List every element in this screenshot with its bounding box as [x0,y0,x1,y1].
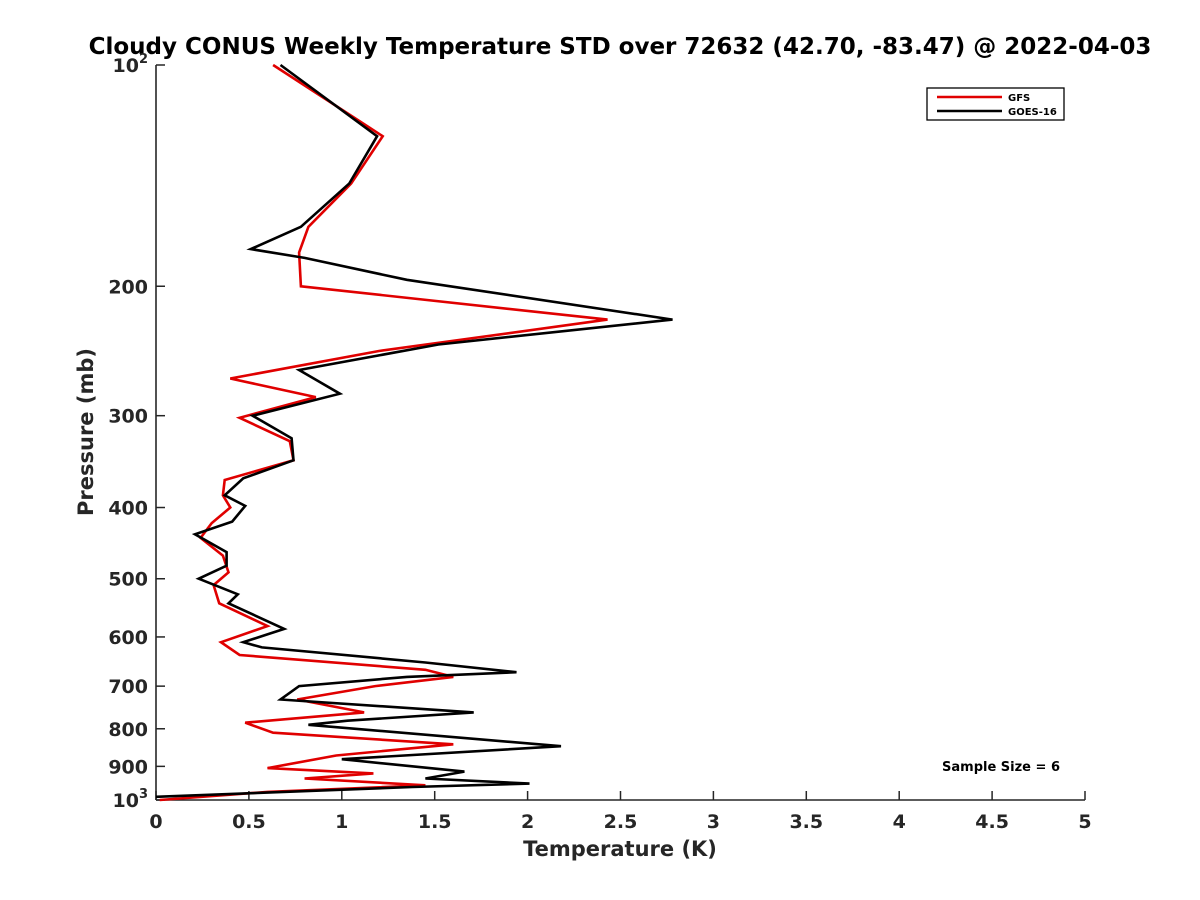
x-tick-label: 2 [521,811,534,833]
x-tick-label: 2.5 [604,811,638,833]
legend-label-goes16: GOES-16 [1008,107,1057,118]
x-tick-label: 4.5 [975,811,1009,833]
y-tick-label: 300 [108,406,148,428]
y-tick-label: 200 [108,276,148,298]
x-tick-label: 1 [335,811,348,833]
x-tick-label: 1.5 [418,811,452,833]
x-tick-label: 3 [707,811,720,833]
x-tick-label: 3.5 [789,811,823,833]
sample-size-annotation: Sample Size = 6 [942,760,1060,775]
y-tick-label: 103 [113,787,149,812]
legend-box [926,87,1065,121]
x-tick-label: 5 [1078,811,1091,833]
y-tick-label: 102 [113,52,149,77]
chart-title: Cloudy CONUS Weekly Temperature STD over… [89,34,1152,60]
x-tick-label: 4 [893,811,906,833]
y-tick-label: 900 [108,756,148,778]
y-tick-label: 500 [108,569,148,591]
series-line-goes16 [155,63,673,799]
x-ticks: 0 0.5 1 1.5 2 2.5 3 3.5 4 4.5 5 [149,791,1092,833]
y-ticks: 102 200 300 400 500 600 700 800 900 103 [108,52,165,812]
y-axis-label: Pressure (mb) [74,348,98,516]
series-line-gfs [159,63,608,802]
series-layer [155,63,673,802]
x-tick-label: 0.5 [232,811,266,833]
legend: GFS GOES-16 [926,87,1065,121]
y-tick-label: 700 [108,676,148,698]
y-tick-label: 400 [108,498,148,520]
legend-label-gfs: GFS [1008,93,1030,104]
x-axis-label: Temperature (K) [523,837,717,861]
y-tick-label: 800 [108,719,148,741]
x-tick-label: 0 [149,811,162,833]
y-tick-label: 600 [108,627,148,649]
